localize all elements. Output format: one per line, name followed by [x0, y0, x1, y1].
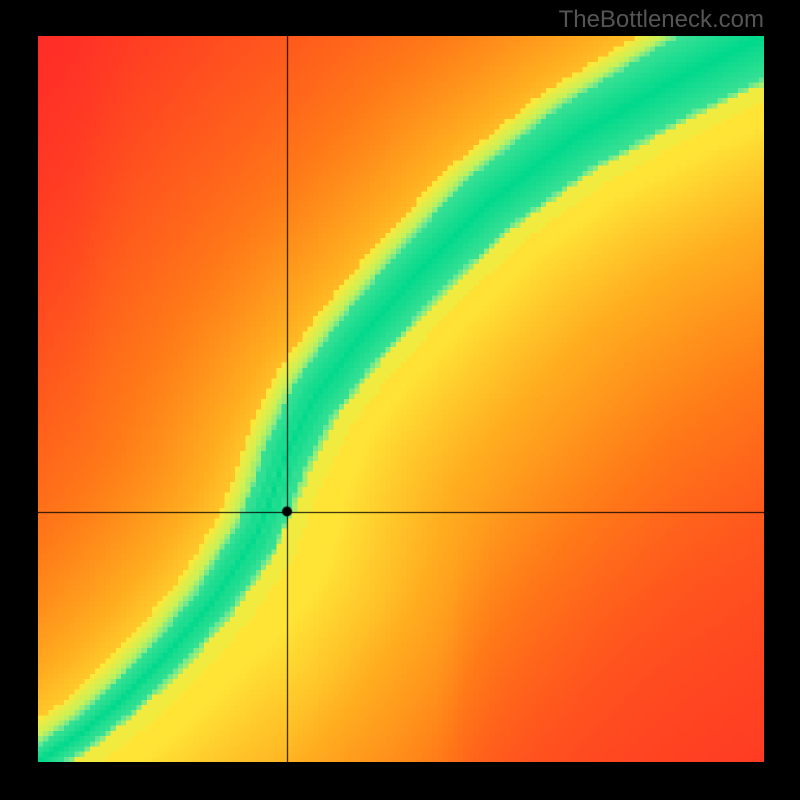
- chart-container: TheBottleneck.com: [0, 0, 800, 800]
- watermark-text: TheBottleneck.com: [559, 6, 764, 34]
- crosshair-overlay: [38, 36, 764, 762]
